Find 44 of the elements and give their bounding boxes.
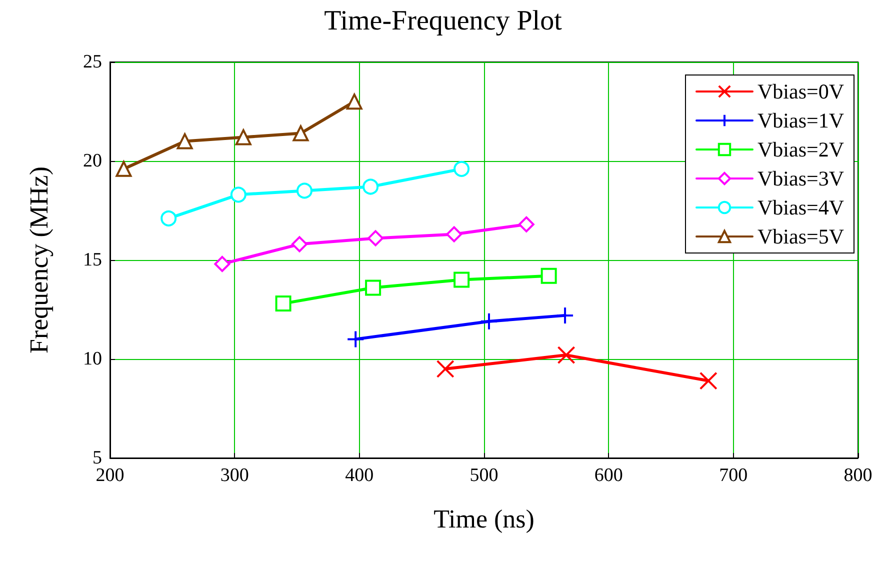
point: [176, 133, 193, 150]
point: [540, 268, 557, 284]
x-tick-label: 800: [844, 465, 872, 486]
point: [436, 360, 454, 378]
y-tick-label: 20: [83, 150, 102, 172]
x-tick-label: 700: [719, 465, 748, 486]
point: [699, 372, 718, 390]
point: [230, 186, 246, 203]
y-axis-title: Frequency (MHz): [24, 166, 54, 354]
legend-label: Vbias=3V: [758, 166, 844, 190]
point: [446, 226, 462, 242]
y-tick-label: 10: [83, 348, 102, 370]
point: [275, 296, 292, 312]
point: [291, 236, 308, 252]
y-tick-label: 25: [83, 52, 102, 72]
point: [454, 160, 470, 177]
point: [160, 210, 177, 226]
point: [292, 125, 309, 142]
point: [518, 216, 534, 232]
x-tick-label: 300: [220, 465, 249, 486]
point: [557, 346, 576, 364]
point: [480, 312, 498, 330]
point: [346, 330, 365, 348]
chart-title: Time-Frequency Plot: [324, 6, 562, 36]
point: [235, 129, 252, 146]
point: [556, 306, 574, 324]
point: [365, 280, 382, 296]
legend-label: Vbias=5V: [758, 224, 844, 248]
x-tick-label: 600: [594, 465, 623, 486]
x-tick-label: 400: [345, 465, 374, 486]
point: [116, 160, 132, 177]
point: [454, 272, 470, 288]
x-axis-title: Time (ns): [434, 504, 534, 534]
point: [368, 230, 384, 246]
point: [362, 178, 379, 195]
legend-label: Vbias=1V: [758, 108, 844, 132]
legend-label: Vbias=2V: [758, 138, 844, 162]
legend-label: Vbias=4V: [758, 196, 844, 220]
point: [346, 94, 362, 110]
legend-label: Vbias=0V: [758, 80, 844, 104]
point: [214, 256, 230, 272]
y-tick-label: 15: [83, 250, 102, 270]
point: [296, 182, 312, 199]
x-tick-label: 500: [470, 465, 498, 486]
